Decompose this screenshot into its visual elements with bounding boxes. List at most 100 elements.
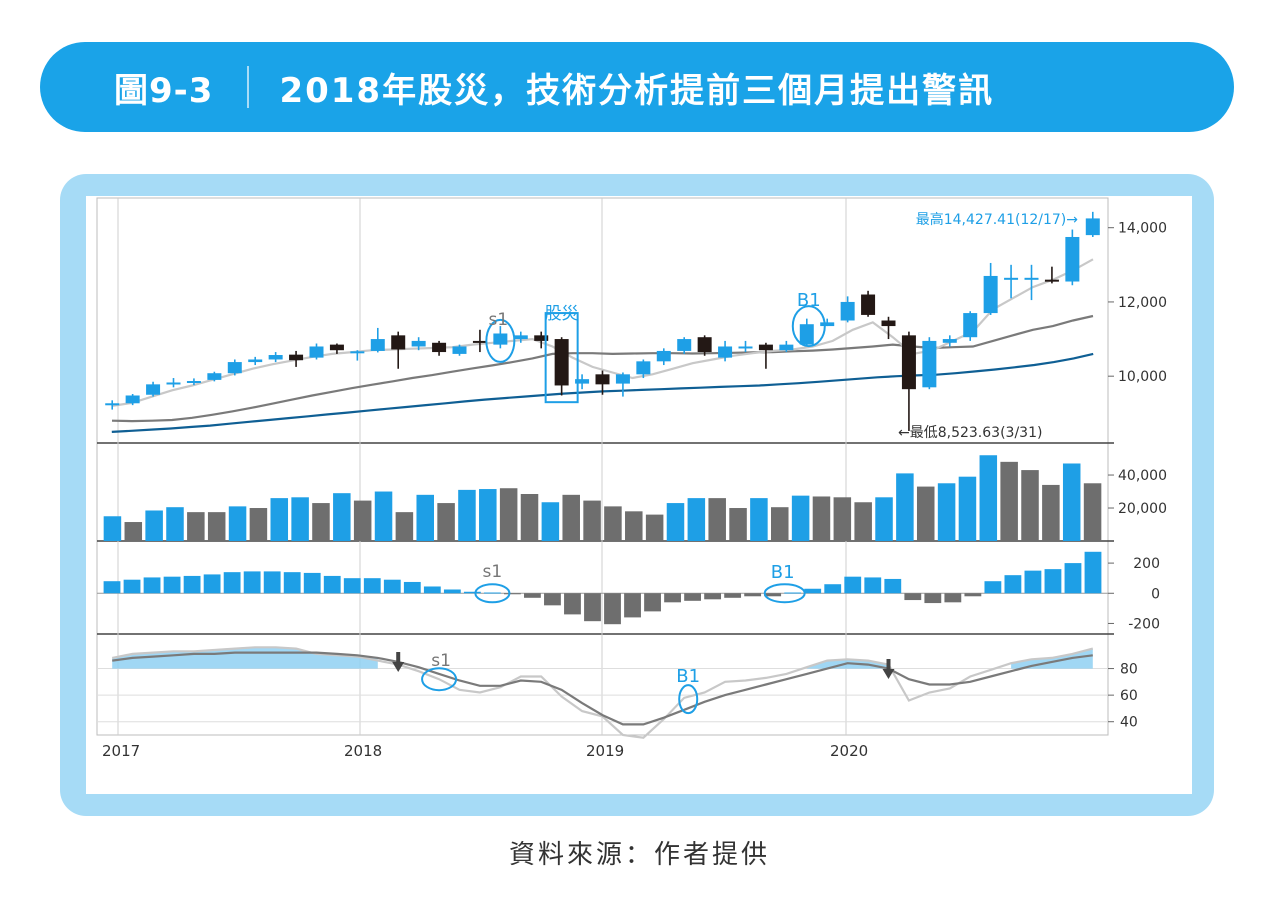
volume-bar — [207, 512, 226, 541]
candle-body — [309, 346, 324, 358]
macd-bar — [544, 593, 561, 606]
title-banner: 圖9-3 2018年股災，技術分析提前三個月提出警訊 — [40, 42, 1234, 132]
volume-bar — [166, 507, 184, 541]
macd-bar — [984, 581, 1002, 594]
volume-bar — [1000, 461, 1018, 541]
candle-body — [575, 379, 590, 384]
macd-bar — [343, 578, 361, 594]
candle-body — [840, 301, 855, 321]
kd-overbought-area — [112, 647, 378, 669]
volume-bar — [791, 495, 810, 541]
x-tick-label: 2019 — [586, 742, 624, 760]
candle-body — [391, 335, 406, 350]
b1-label: B1 — [797, 290, 821, 311]
macd-bar — [363, 578, 381, 594]
volume-bar — [1062, 463, 1081, 541]
macd-s1-circle — [474, 583, 511, 604]
macd-bar — [784, 592, 802, 594]
macd-bar — [223, 572, 241, 594]
candle-body — [799, 324, 814, 345]
candle-body — [411, 340, 426, 347]
volume-bar — [833, 497, 852, 541]
macd-bar — [103, 581, 121, 594]
volume-bar — [249, 508, 268, 541]
macd-bar — [864, 577, 882, 594]
macd-bar — [844, 576, 862, 594]
volume-bar — [687, 498, 706, 541]
candle-body — [350, 351, 365, 354]
volume-bar — [937, 483, 956, 541]
volume-bar — [437, 503, 455, 541]
macd-bar — [123, 579, 141, 594]
candle-body — [738, 346, 753, 349]
volume-bar — [103, 516, 122, 541]
macd-bar — [1024, 570, 1042, 594]
volume-bar — [228, 506, 247, 541]
volume-bar — [270, 498, 289, 541]
candle-body — [268, 355, 283, 360]
macd-bar — [423, 586, 441, 594]
macd-bar — [564, 593, 581, 615]
macd-bar — [804, 588, 822, 594]
macd-b1-label: B1 — [771, 562, 795, 583]
macd-bar — [724, 593, 742, 598]
volume-bar — [812, 496, 831, 541]
volume-bar — [333, 493, 351, 541]
volume-bar — [771, 507, 789, 541]
macd-bar — [383, 579, 401, 594]
k-line — [111, 646, 1094, 739]
candle-body — [207, 373, 222, 380]
candle-body — [146, 384, 161, 395]
candle-body — [513, 335, 528, 340]
signal-arrow-icon — [392, 662, 405, 672]
candle-body — [942, 339, 957, 343]
candle-body — [227, 362, 242, 374]
macd-bar — [183, 575, 201, 594]
macd-bar — [764, 593, 782, 597]
macd-bar — [684, 593, 701, 601]
candle-body — [166, 382, 181, 385]
s1-label: s1 — [489, 310, 509, 330]
volume-bar — [145, 510, 163, 541]
volume-bar — [645, 514, 664, 541]
macd-bar — [463, 591, 481, 594]
candle-body — [186, 381, 201, 384]
macd-bar — [904, 593, 922, 601]
volume-bar — [520, 494, 539, 541]
crash-highlight-box — [544, 312, 579, 404]
macd-bar — [1004, 575, 1022, 594]
candle-body — [881, 320, 896, 327]
candle-body — [248, 359, 263, 363]
volume-bar — [604, 506, 622, 541]
high-annotation: 最高14,427.41(12/17)→ — [916, 211, 1079, 228]
volume-bar — [499, 488, 518, 541]
candle-body — [677, 339, 692, 351]
volume-bar — [666, 503, 685, 541]
candle-body — [922, 340, 937, 388]
figure-label: 圖9-3 — [114, 70, 214, 111]
volume-bar — [916, 486, 935, 541]
macd-tick-label: -200 — [1128, 616, 1160, 632]
candle-body — [779, 344, 794, 351]
candle-body — [1065, 236, 1080, 282]
macd-bar — [884, 578, 902, 594]
volume-bar — [312, 503, 330, 541]
macd-bar — [1064, 563, 1082, 594]
candle-body — [697, 337, 712, 353]
macd-tick-label: 200 — [1133, 556, 1160, 572]
b1-circle — [791, 305, 826, 348]
kd-s1-label: s1 — [431, 651, 451, 671]
macd-bar — [944, 593, 962, 603]
x-tick-label: 2020 — [830, 742, 868, 760]
volume-bar — [625, 511, 643, 541]
candle-body — [636, 361, 651, 375]
candle-body — [493, 333, 508, 345]
candle-body — [718, 346, 733, 358]
candle-body — [820, 322, 835, 327]
volume-bar — [416, 494, 434, 541]
x-tick-label: 2017 — [102, 742, 140, 760]
crash-label: 股災 — [545, 304, 579, 324]
candle-body — [370, 339, 385, 351]
volume-bar — [562, 494, 580, 541]
